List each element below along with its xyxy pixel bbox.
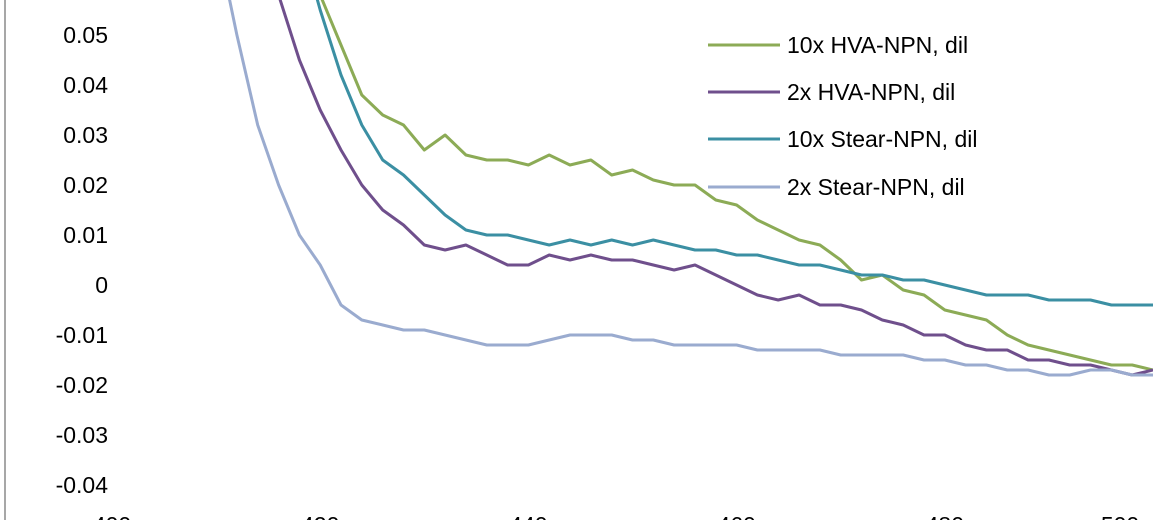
legend: 10x HVA-NPN, dil 2x HVA-NPN, dil 10x Stear… bbox=[708, 32, 977, 200]
x-tick-labels: 400 420 440 460 480 500 bbox=[93, 512, 1139, 520]
legend-label-4: 2x Stear-NPN, dil bbox=[787, 174, 965, 200]
series-line-2 bbox=[278, 0, 1153, 377]
y-tick-label: -0.03 bbox=[56, 422, 108, 448]
y-tick-label: 0.01 bbox=[63, 222, 108, 248]
x-tick-label: 480 bbox=[926, 512, 964, 520]
legend-label-3: 10x Stear-NPN, dil bbox=[787, 126, 977, 152]
legend-label-2: 2x HVA-NPN, dil bbox=[787, 79, 955, 105]
y-tick-label: 0.02 bbox=[63, 172, 108, 198]
series-line-3 bbox=[315, 0, 1153, 307]
y-tick-label: -0.02 bbox=[56, 372, 108, 398]
y-tick-label: 0 bbox=[95, 272, 108, 298]
series-lines bbox=[228, 0, 1153, 377]
x-tick-label: 420 bbox=[301, 512, 339, 520]
x-tick-label: 400 bbox=[93, 512, 131, 520]
y-tick-label: -0.01 bbox=[56, 322, 108, 348]
y-tick-label: 0.04 bbox=[63, 72, 108, 98]
series-line-4 bbox=[228, 0, 1153, 377]
y-tick-labels: 0.05 0.04 0.03 0.02 0.01 0 -0.01 -0.02 -0.03 -0.0… bbox=[56, 22, 109, 498]
x-tick-label: 440 bbox=[509, 512, 547, 520]
y-tick-label: 0.03 bbox=[63, 122, 108, 148]
x-tick-label: 500 bbox=[1101, 512, 1139, 520]
y-tick-label: 0.05 bbox=[63, 22, 108, 48]
y-tick-label: -0.04 bbox=[56, 472, 109, 498]
x-tick-label: 460 bbox=[717, 512, 755, 520]
series-line-1 bbox=[320, 0, 1153, 372]
legend-label-1: 10x HVA-NPN, dil bbox=[787, 32, 968, 58]
